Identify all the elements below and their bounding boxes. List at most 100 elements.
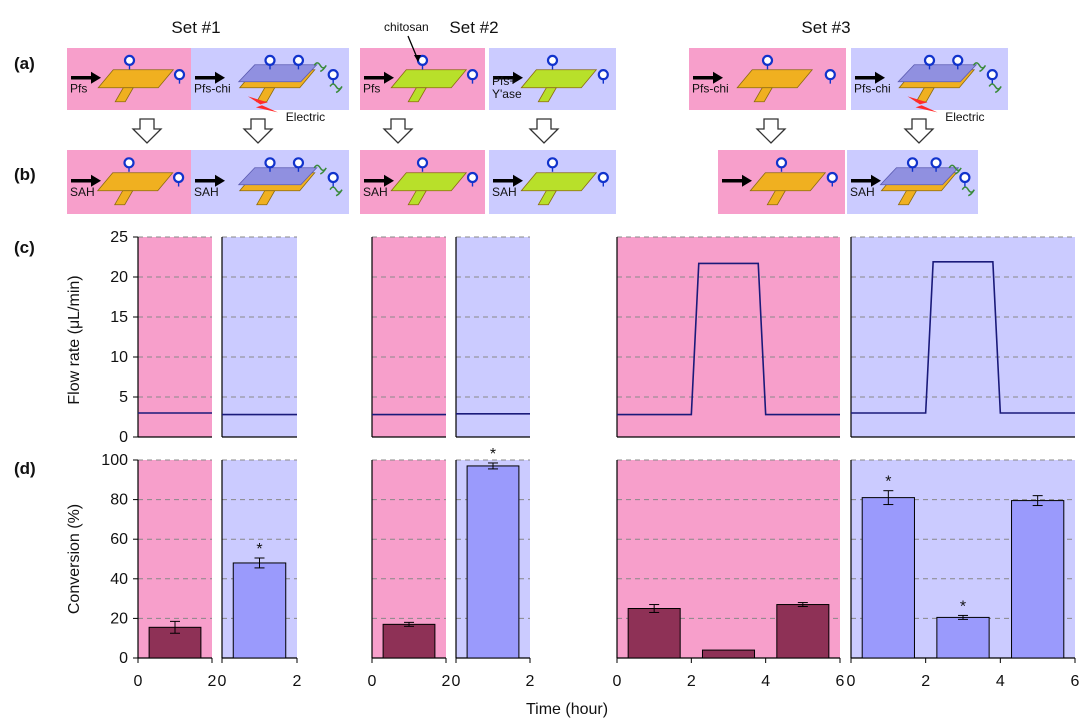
feed-label: Pfs-chi	[194, 82, 231, 96]
set-3-title: Set #3	[801, 18, 850, 37]
chitosan-chain-icon	[329, 186, 343, 197]
schematic-a-1: Pfs	[67, 48, 192, 110]
enzyme-icon	[327, 171, 339, 184]
x-tick-label: 2	[526, 673, 535, 690]
electrode-pad	[749, 172, 827, 192]
y-tick-label: 25	[110, 229, 128, 246]
schematic-b-6: SAH	[847, 150, 978, 214]
chitosan-chain-icon	[988, 83, 1002, 94]
electrode-lead	[114, 87, 134, 103]
schematic-b-3: SAH	[360, 150, 485, 214]
electrode-lead	[753, 87, 773, 103]
row-label-c: (c)	[14, 238, 35, 257]
flow-panel-2	[221, 236, 297, 438]
chitosan-chain-icon	[972, 62, 987, 73]
feed-arrow-head-icon	[384, 71, 394, 84]
electrode-lead	[915, 87, 935, 103]
conversion-bar	[232, 562, 287, 659]
chitosan-chain-icon	[313, 164, 327, 175]
down-arrow-icon	[755, 118, 787, 144]
chitosan-film	[237, 167, 318, 186]
schematic-a-4: Pfs+ Y'ase	[489, 48, 616, 110]
row-label-d: (d)	[14, 459, 36, 478]
feed-arrow-head-icon	[875, 71, 885, 84]
y-tick-label: 10	[110, 349, 128, 366]
feed-arrow-head-icon	[713, 71, 723, 84]
schematic-a-5: Pfs-chi	[689, 48, 846, 110]
x-tick-label: 4	[761, 673, 770, 690]
down-arrow-icon	[382, 118, 414, 144]
enzyme-icon	[327, 69, 339, 81]
down-arrow-icon	[242, 118, 274, 144]
chitosan-pointer-head	[414, 55, 421, 62]
schematic-a-6: Pfs-chi Electric	[851, 48, 1008, 124]
enzyme-icon	[264, 54, 276, 67]
conversion-bar	[776, 604, 830, 659]
x-tick-label: 2	[208, 673, 217, 690]
enzyme-icon	[761, 54, 774, 67]
chitosan-chain-icon	[961, 186, 975, 197]
electric-label: Electric	[286, 110, 325, 124]
enzyme-icon	[264, 157, 276, 169]
x-tick-label: 2	[921, 673, 930, 690]
conversion-panel-2: * 0 2	[218, 459, 302, 690]
schematic-b-2: SAH	[191, 150, 349, 214]
feed-label: Pfs-chi	[692, 82, 729, 96]
y-tick-label: 5	[119, 389, 128, 406]
panel-background	[222, 237, 297, 437]
electrode-lead	[256, 87, 276, 103]
down-arrow-icon	[903, 118, 935, 144]
x-tick-label: 0	[134, 673, 143, 690]
chitosan-label: chitosan	[384, 20, 429, 34]
feed-label: Pfs-chi	[854, 82, 891, 96]
enzyme-icon	[173, 69, 186, 81]
electric-spark-icon	[907, 96, 938, 113]
electric-spark-icon	[247, 96, 278, 113]
conversion-panel-4: * 0 2	[452, 446, 535, 690]
flow-ylabel: Flow rate (μL/min)	[66, 275, 83, 404]
conversion-ylabel: Conversion (%)	[66, 504, 83, 614]
enzyme-icon	[546, 54, 559, 67]
y-tick-label: 0	[119, 429, 128, 446]
y-tick-label: 40	[110, 571, 128, 588]
electrode-lead	[897, 190, 918, 206]
feed-label: Pfs+ Y'ase	[492, 74, 522, 101]
feed-arrow-head-icon	[215, 174, 225, 187]
y-tick-label: 15	[110, 309, 128, 326]
y-tick-label: 100	[101, 452, 128, 469]
panel-background	[851, 237, 1075, 437]
conversion-bar	[701, 649, 756, 659]
enzyme-icon	[597, 171, 609, 184]
x-tick-label: 6	[836, 673, 845, 690]
chitosan-film	[897, 64, 978, 83]
enzyme-icon	[292, 54, 305, 67]
electrode-pad	[520, 69, 598, 89]
flow-rate-line	[851, 260, 1075, 414]
y-tick-label: 80	[110, 492, 128, 509]
conversion-bar	[627, 608, 681, 659]
down-arrow-icon	[528, 118, 560, 144]
panel-background	[456, 237, 530, 437]
flow-panel-4	[455, 236, 530, 438]
flow-rate-line	[617, 262, 840, 416]
conversion-bar	[382, 623, 436, 659]
electric-label: Electric	[945, 110, 984, 124]
y-tick-label: 0	[119, 650, 128, 667]
chitosan-chain-icon	[948, 164, 962, 175]
enzyme-icon	[292, 157, 305, 169]
conversion-bar	[936, 616, 990, 659]
feed-label: SAH	[492, 185, 517, 199]
set-1-title: Set #1	[171, 18, 220, 37]
chitosan-chain-icon	[313, 62, 327, 73]
enzyme-icon	[824, 69, 836, 81]
row-label-a: (a)	[14, 54, 35, 73]
panel-background	[372, 237, 446, 437]
enzyme-icon	[466, 171, 479, 184]
x-tick-label: 2	[293, 673, 302, 690]
electrode-lead	[537, 87, 557, 103]
significance-marker: *	[960, 598, 966, 615]
feed-label: SAH	[194, 185, 219, 199]
